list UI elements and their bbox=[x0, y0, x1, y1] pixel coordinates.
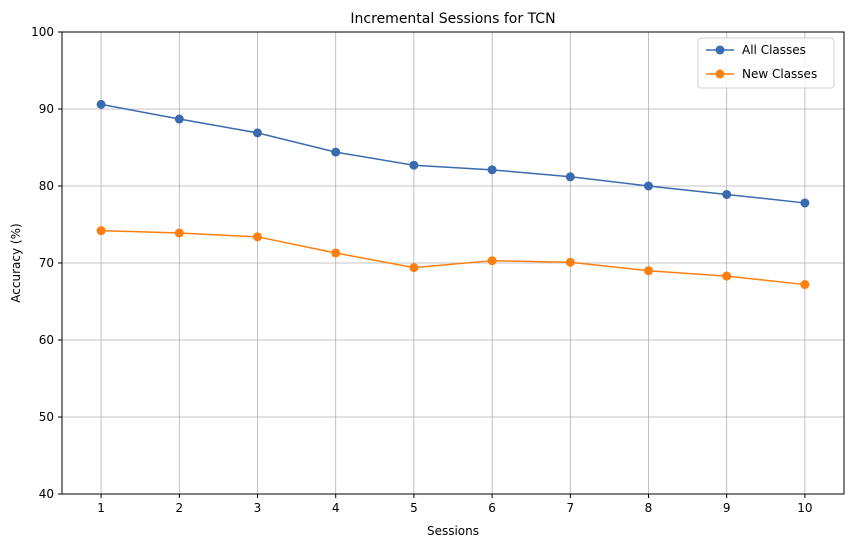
series-new-classes bbox=[96, 226, 810, 290]
legend-label: All Classes bbox=[742, 43, 806, 57]
x-tick-label: 7 bbox=[566, 501, 574, 515]
data-point bbox=[174, 114, 184, 124]
x-tick-label: 9 bbox=[723, 501, 731, 515]
series-all-classes bbox=[96, 99, 810, 208]
data-point bbox=[722, 189, 732, 199]
data-point bbox=[800, 280, 810, 290]
data-point bbox=[487, 256, 497, 266]
y-tick-label: 80 bbox=[39, 179, 54, 193]
x-tick-label: 8 bbox=[645, 501, 653, 515]
axis-ticks: 1 2 3 4 5 6 7 8 9 10 40 50 60 70 80 90 100 bbox=[31, 25, 812, 515]
data-point bbox=[409, 263, 419, 273]
x-tick-label: 4 bbox=[332, 501, 340, 515]
series-group bbox=[96, 99, 810, 290]
data-point bbox=[565, 257, 575, 267]
data-point bbox=[331, 248, 341, 258]
y-tick-label: 50 bbox=[39, 410, 54, 424]
x-tick-label: 5 bbox=[410, 501, 418, 515]
y-tick-label: 100 bbox=[31, 25, 54, 39]
y-tick-label: 70 bbox=[39, 256, 54, 270]
data-point bbox=[253, 128, 262, 138]
data-point bbox=[174, 228, 184, 238]
legend-label: New Classes bbox=[742, 67, 817, 81]
data-point bbox=[331, 147, 341, 157]
x-tick-label: 3 bbox=[254, 501, 262, 515]
legend-marker bbox=[715, 69, 725, 79]
data-point bbox=[253, 232, 262, 242]
y-axis-label: Accuracy (%) bbox=[9, 223, 23, 302]
legend-marker bbox=[715, 45, 725, 55]
y-tick-label: 60 bbox=[39, 333, 54, 347]
data-point bbox=[722, 271, 732, 281]
data-point bbox=[96, 99, 106, 109]
series-line bbox=[100, 103, 805, 204]
series-line bbox=[101, 229, 805, 286]
legend: All Classes New Classes bbox=[697, 37, 835, 89]
y-tick-label: 40 bbox=[39, 487, 54, 501]
data-point bbox=[96, 226, 106, 236]
data-point bbox=[487, 165, 497, 175]
x-tick-label: 2 bbox=[175, 501, 183, 515]
x-tick-label: 1 bbox=[97, 501, 105, 515]
data-point bbox=[644, 266, 653, 276]
legend-entry: New Classes bbox=[706, 67, 817, 81]
data-point bbox=[409, 160, 419, 170]
grid bbox=[62, 31, 844, 495]
x-tick-label: 6 bbox=[488, 501, 496, 515]
data-point bbox=[644, 181, 653, 191]
x-tick-label: 10 bbox=[797, 501, 812, 515]
legend-entry: All Classes bbox=[706, 43, 806, 57]
x-axis-label: Sessions bbox=[427, 524, 479, 538]
data-point bbox=[800, 198, 810, 208]
y-tick-label: 90 bbox=[39, 102, 54, 116]
chart-title: Incremental Sessions for TCN bbox=[350, 11, 555, 27]
data-point bbox=[565, 172, 575, 182]
